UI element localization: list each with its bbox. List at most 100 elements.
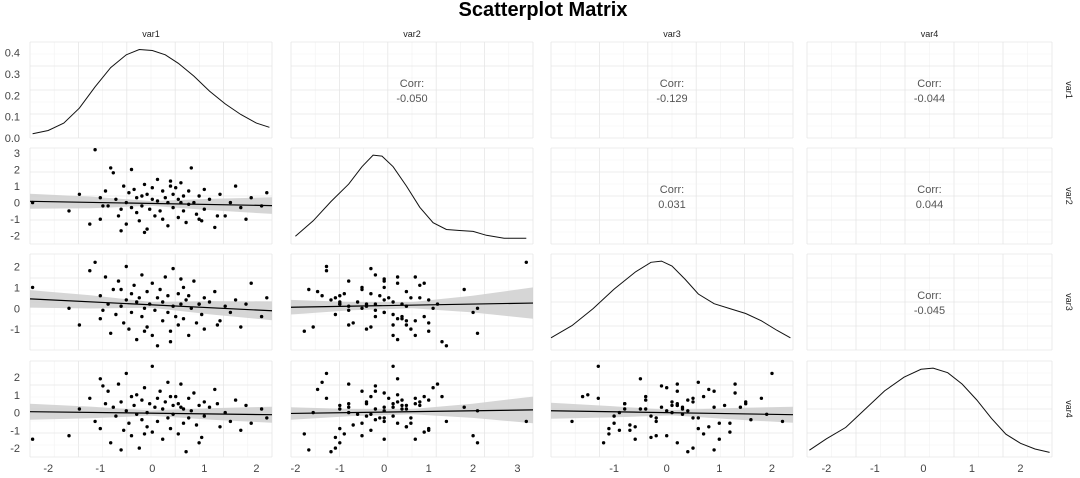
scatter-point-var4_vs_var2 bbox=[404, 403, 409, 408]
scatter-point-var3_vs_var2 bbox=[373, 308, 378, 312]
scatter-point-var3_vs_var1 bbox=[161, 300, 165, 304]
scatter-point-var4_vs_var3 bbox=[644, 398, 648, 402]
scatter-point-var4_vs_var3 bbox=[628, 423, 632, 427]
scatter-point-var4_vs_var1 bbox=[77, 407, 82, 411]
scatter-point-var3_vs_var2 bbox=[369, 266, 373, 271]
scatter-point-var3_vs_var1 bbox=[150, 281, 154, 285]
scatter-point-var4_vs_var1 bbox=[88, 396, 92, 400]
scatter-point-var4_vs_var3 bbox=[649, 435, 653, 440]
scatter-point-var2_vs_var1 bbox=[124, 222, 128, 226]
scatter-point-var3_vs_var1 bbox=[161, 319, 165, 323]
scatter-point-var3_vs_var2 bbox=[315, 289, 320, 294]
scatter-point-var4_vs_var3 bbox=[696, 380, 700, 384]
scatter-point-var4_vs_var1 bbox=[145, 425, 149, 429]
regression-line-var2_vs_var1 bbox=[29, 200, 273, 207]
scatter-point-var3_vs_var1 bbox=[124, 264, 128, 269]
y-tick-label: 0 bbox=[14, 303, 20, 315]
scatter-point-var4_vs_var1 bbox=[135, 393, 139, 397]
scatter-point-var4_vs_var1 bbox=[189, 409, 193, 413]
scatter-point-var2_vs_var1 bbox=[181, 194, 186, 198]
scatter-point-var4_vs_var3 bbox=[733, 382, 737, 386]
scatter-point-var4_vs_var3 bbox=[586, 393, 590, 397]
scatter-point-var3_vs_var2 bbox=[395, 317, 400, 321]
scatter-point-var3_vs_var1 bbox=[155, 344, 160, 348]
scatter-point-var2_vs_var1 bbox=[67, 209, 71, 213]
scatter-point-var2_vs_var1 bbox=[233, 184, 238, 188]
scatter-point-var3_vs_var2 bbox=[355, 300, 360, 304]
scatter-point-var4_vs_var2 bbox=[409, 421, 413, 425]
scatter-point-var4_vs_var3 bbox=[665, 409, 669, 413]
scatter-point-var4_vs_var1 bbox=[148, 402, 152, 406]
scatter-point-var3_vs_var1 bbox=[111, 287, 116, 292]
scatter-point-var2_vs_var1 bbox=[145, 227, 149, 231]
scatter-point-var4_vs_var1 bbox=[106, 389, 110, 393]
scatter-point-var4_vs_var2 bbox=[471, 434, 475, 438]
scatter-point-var4_vs_var1 bbox=[194, 423, 199, 427]
scatter-point-var2_vs_var1 bbox=[158, 209, 162, 213]
scatter-point-var4_vs_var1 bbox=[101, 384, 105, 388]
scatter-point-var4_vs_var3 bbox=[691, 396, 695, 400]
scatter-point-var4_vs_var3 bbox=[691, 446, 695, 450]
scatter-point-var3_vs_var1 bbox=[218, 319, 222, 323]
x-tick-label: 2 bbox=[769, 463, 775, 475]
scatter-point-var4_vs_var3 bbox=[717, 421, 721, 425]
scatter-point-var4_vs_var3 bbox=[570, 419, 574, 424]
scatter-point-var4_vs_var3 bbox=[728, 421, 732, 425]
scatter-point-var3_vs_var1 bbox=[197, 302, 201, 306]
strip-label-top-var1: var1 bbox=[142, 29, 160, 39]
scatter-point-var4_vs_var1 bbox=[153, 405, 157, 409]
scatter-point-var3_vs_var1 bbox=[184, 298, 188, 302]
scatter-point-var3_vs_var1 bbox=[116, 279, 121, 283]
scatter-point-var4_vs_var1 bbox=[158, 389, 162, 393]
scatter-point-var3_vs_var2 bbox=[427, 329, 431, 333]
scatter-point-var4_vs_var3 bbox=[659, 384, 664, 388]
scatter-point-var3_vs_var1 bbox=[132, 283, 136, 287]
scatter-point-var4_vs_var3 bbox=[612, 414, 616, 418]
scatter-point-var3_vs_var2 bbox=[391, 312, 395, 317]
scatter-point-var2_vs_var1 bbox=[135, 210, 139, 215]
scatter-point-var3_vs_var2 bbox=[395, 337, 400, 342]
regression-line-var4_vs_var2 bbox=[290, 409, 534, 415]
scatter-point-var3_vs_var1 bbox=[163, 275, 167, 279]
scatter-point-var2_vs_var1 bbox=[213, 225, 217, 230]
scatter-point-var3_vs_var2 bbox=[444, 344, 449, 348]
scatter-point-var3_vs_var1 bbox=[233, 298, 238, 302]
scatter-point-var4_vs_var3 bbox=[617, 428, 622, 432]
scatter-point-var4_vs_var2 bbox=[329, 450, 333, 454]
scatter-point-var4_vs_var1 bbox=[132, 403, 136, 408]
scatter-point-var4_vs_var2 bbox=[422, 430, 426, 434]
scatter-point-var3_vs_var2 bbox=[413, 275, 417, 279]
scatter-point-var3_vs_var1 bbox=[127, 327, 131, 331]
scatter-point-var2_vs_var1 bbox=[168, 184, 173, 188]
scatter-point-var4_vs_var1 bbox=[239, 428, 243, 432]
scatter-point-var4_vs_var3 bbox=[691, 416, 695, 420]
scatter-point-var4_vs_var2 bbox=[395, 393, 400, 397]
scatter-point-var3_vs_var1 bbox=[145, 325, 149, 329]
scatter-point-var4_vs_var1 bbox=[171, 403, 175, 408]
scatter-point-var2_vs_var1 bbox=[184, 220, 188, 225]
scatter-point-var4_vs_var2 bbox=[373, 389, 378, 393]
scatter-point-var4_vs_var2 bbox=[342, 432, 346, 436]
scatter-point-var2_vs_var1 bbox=[155, 177, 160, 182]
scatter-point-var3_vs_var1 bbox=[194, 321, 199, 325]
scatter-point-var4_vs_var3 bbox=[686, 398, 690, 402]
scatter-point-var4_vs_var1 bbox=[67, 434, 71, 438]
scatter-point-var2_vs_var1 bbox=[249, 196, 253, 200]
scatter-point-var2_vs_var1 bbox=[142, 182, 147, 187]
scatter-point-var4_vs_var1 bbox=[98, 426, 103, 431]
scatter-point-var4_vs_var2 bbox=[462, 405, 466, 409]
scatter-point-var4_vs_var3 bbox=[596, 396, 600, 400]
scatter-point-var3_vs_var1 bbox=[239, 325, 243, 329]
scatter-point-var4_vs_var2 bbox=[395, 377, 400, 381]
y-tick-label: 0.1 bbox=[5, 112, 20, 124]
scatter-point-var2_vs_var1 bbox=[153, 214, 157, 218]
scatter-point-var4_vs_var1 bbox=[179, 405, 183, 409]
scatter-point-var4_vs_var2 bbox=[404, 407, 409, 411]
scatter-point-var4_vs_var1 bbox=[122, 428, 126, 432]
scatter-point-var3_vs_var1 bbox=[155, 296, 160, 300]
scatter-point-var4_vs_var2 bbox=[355, 412, 360, 416]
scatter-point-var4_vs_var1 bbox=[181, 421, 186, 425]
scatter-point-var3_vs_var2 bbox=[395, 281, 400, 285]
scatter-point-var3_vs_var2 bbox=[409, 327, 413, 331]
scatter-point-var4_vs_var3 bbox=[665, 386, 669, 390]
